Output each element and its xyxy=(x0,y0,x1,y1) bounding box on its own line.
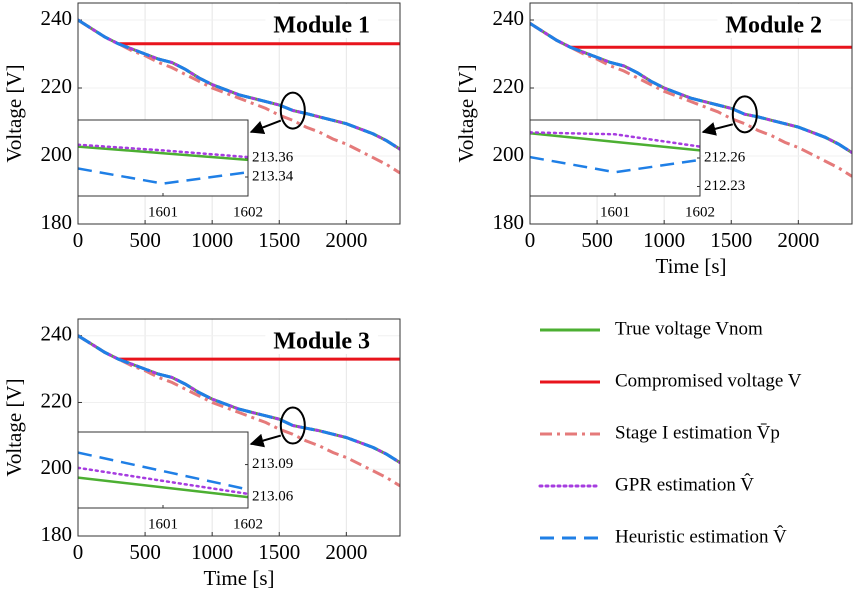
lines xyxy=(78,18,400,175)
x-tick-label: 500 xyxy=(581,228,613,252)
y-tick-label: 240 xyxy=(493,6,525,30)
title-box xyxy=(717,4,830,39)
panel: 0 500 1000 1500 2000 180 200 220 240 Voltage [V] T… xyxy=(454,2,853,278)
series-line xyxy=(530,132,700,152)
inset-x-tick-label: 1601 xyxy=(148,516,178,532)
series-line xyxy=(78,18,400,151)
inset-y-tick-label: 213.09 xyxy=(252,456,293,472)
x-tick-label: 1000 xyxy=(643,228,685,252)
y-tick-label: 200 xyxy=(41,142,73,166)
y-tick-label: 180 xyxy=(493,210,525,234)
inset-frame xyxy=(77,119,249,197)
y-tick-label: 240 xyxy=(41,322,73,346)
title-box xyxy=(265,320,378,355)
panel: 0 500 1000 1500 2000 180 200 220 240 Voltage [V] T… xyxy=(2,318,401,590)
series-line xyxy=(78,466,248,496)
zoom-marker xyxy=(279,91,306,130)
series-line xyxy=(530,22,852,178)
x-tick-label: 1000 xyxy=(191,228,233,252)
y-tick-label: 220 xyxy=(493,74,525,98)
x-tick-label: 2000 xyxy=(777,228,819,252)
x-tick-label: 0 xyxy=(525,228,536,252)
inset-lines xyxy=(78,451,248,499)
inset-y-tick-label: 213.36 xyxy=(252,149,294,165)
axes-frame xyxy=(77,2,401,225)
x-tick-label: 1500 xyxy=(258,540,300,564)
chart-title: Module 3 xyxy=(273,329,370,355)
lines xyxy=(530,21,852,178)
inset-lines xyxy=(530,131,700,174)
inset-x-tick-label: 1601 xyxy=(148,204,178,220)
inset-frame xyxy=(77,431,249,509)
inset-frame xyxy=(529,119,701,197)
y-tick-label: 200 xyxy=(493,142,525,166)
lines xyxy=(78,334,400,488)
legend-label: True voltage Vnom xyxy=(615,318,763,339)
y-tick-label: 180 xyxy=(41,522,73,546)
y-tick-label: 180 xyxy=(41,210,73,234)
inset-x-tick-label: 1601 xyxy=(600,204,630,220)
y-axis-label: Voltage [V] xyxy=(454,64,478,162)
x-tick-label: 0 xyxy=(73,228,84,252)
zoom-marker xyxy=(731,95,758,134)
legend-label: Stage I estimation V̄p xyxy=(615,422,780,443)
x-axis-label: Time [s] xyxy=(204,566,275,590)
x-tick-label: 1500 xyxy=(258,228,300,252)
inset-x-tick-label: 1602 xyxy=(233,204,263,220)
series-line xyxy=(530,22,852,154)
inset-y-tick-label: 212.23 xyxy=(704,178,745,194)
series-line xyxy=(78,143,248,159)
inset-x-tick-label: 1602 xyxy=(233,516,263,532)
x-tick-label: 0 xyxy=(73,540,84,564)
x-axis-label: Time [s] xyxy=(656,254,727,278)
x-tick-label: 500 xyxy=(129,540,161,564)
series-line xyxy=(78,451,248,491)
axes-frame xyxy=(77,318,401,537)
inset-area xyxy=(78,432,248,508)
y-tick-label: 220 xyxy=(41,388,73,412)
x-tick-label: 2000 xyxy=(325,540,367,564)
inset-y-tick-label: 213.34 xyxy=(252,168,294,184)
title-box xyxy=(265,4,378,39)
y-tick-label: 240 xyxy=(41,6,73,30)
series-line xyxy=(78,18,400,175)
axes-frame xyxy=(529,2,853,225)
x-tick-label: 500 xyxy=(129,228,161,252)
y-tick-label: 200 xyxy=(41,455,73,479)
x-tick-label: 1500 xyxy=(710,228,752,252)
zoom-arrow xyxy=(249,119,282,135)
zoom-marker xyxy=(279,406,306,445)
zoom-arrow xyxy=(701,122,734,136)
x-tick-label: 2000 xyxy=(325,228,367,252)
series-line xyxy=(78,476,248,499)
inset-lines xyxy=(78,143,248,185)
y-tick-label: 220 xyxy=(41,74,73,98)
series-line xyxy=(530,155,700,174)
x-tick-label: 1000 xyxy=(191,540,233,564)
series-line xyxy=(530,131,700,148)
inset-x-tick-label: 1602 xyxy=(685,204,715,220)
inset-area xyxy=(530,120,700,196)
chart-title: Module 1 xyxy=(273,13,370,39)
series-line xyxy=(78,334,400,464)
inset-y-tick-label: 212.26 xyxy=(704,149,746,165)
legend-label: Heuristic estimation V̂ xyxy=(615,526,787,548)
zoom-arrow xyxy=(249,433,282,448)
series-line xyxy=(78,167,248,185)
chart-title: Module 2 xyxy=(725,13,822,39)
inset-y-tick-label: 213.06 xyxy=(252,489,294,505)
series-line xyxy=(78,145,248,162)
legend-label: GPR estimation V̂ xyxy=(615,474,754,496)
y-axis-label: Voltage [V] xyxy=(2,64,26,162)
legend-label: Compromised voltage V xyxy=(615,370,802,391)
y-axis-label: Voltage [V] xyxy=(2,378,26,476)
panel: 0 500 1000 1500 2000 180 200 220 240 Voltage [V] M… xyxy=(2,2,401,252)
